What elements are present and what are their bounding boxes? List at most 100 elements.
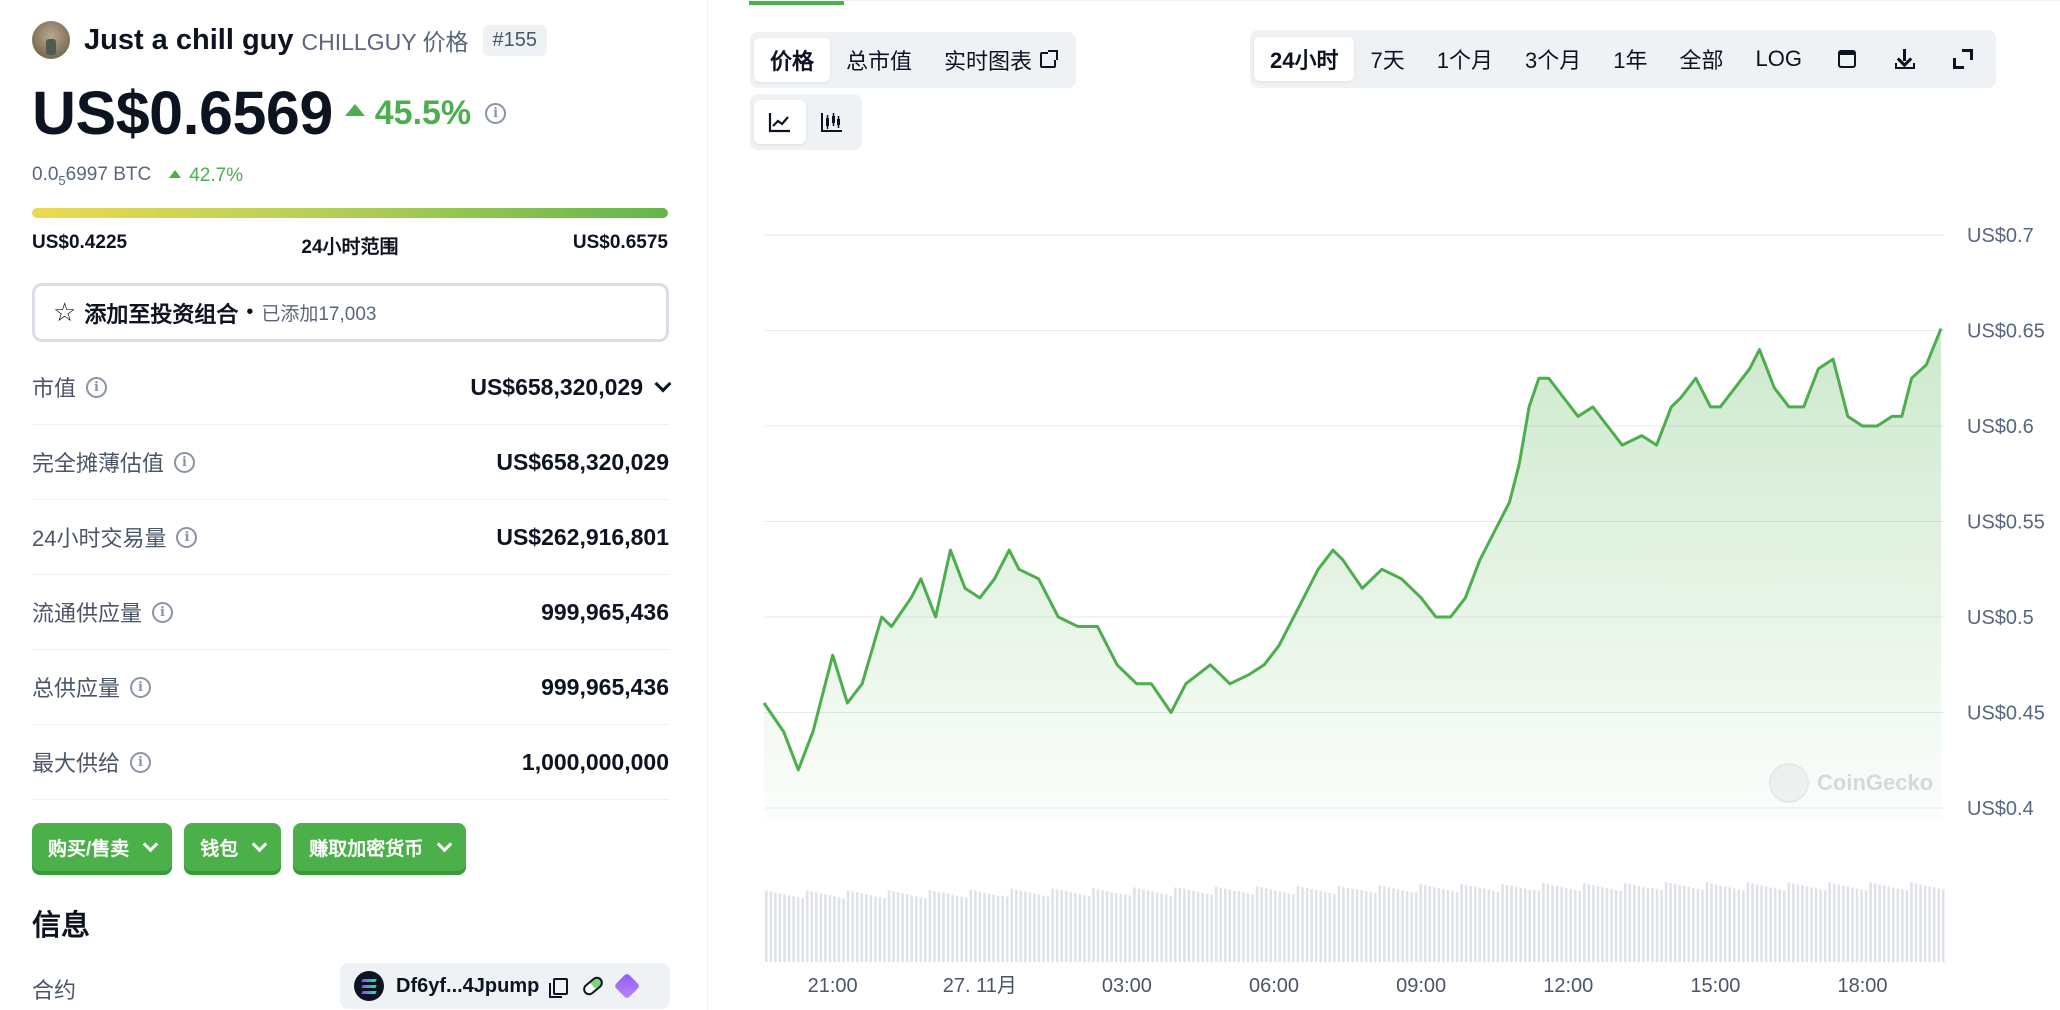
volume-bar bbox=[1582, 883, 1586, 962]
info-icon[interactable]: i bbox=[130, 676, 152, 698]
chart-panel: 价格 总市值 实时图表 24小时 7天 1个月 3个月 1年 全部 LOG bbox=[709, 0, 2060, 1010]
volume-bar bbox=[1832, 883, 1836, 962]
stat-row-market-cap[interactable]: 市值 i US$658,320,029 bbox=[32, 350, 672, 425]
stat-value: US$262,916,801 bbox=[496, 523, 669, 550]
price-change-value: 45.5% bbox=[374, 93, 472, 132]
earn-crypto-button[interactable]: 赚取加密货币 bbox=[293, 823, 467, 871]
info-icon[interactable]: i bbox=[130, 751, 152, 773]
range-7d[interactable]: 7天 bbox=[1370, 48, 1405, 73]
gem-icon[interactable] bbox=[614, 972, 641, 1000]
volume-bar bbox=[1542, 883, 1545, 962]
volume-bar bbox=[1678, 885, 1682, 962]
volume-bar bbox=[1837, 884, 1841, 962]
info-icon[interactable]: i bbox=[485, 102, 507, 124]
tab-live-chart[interactable]: 实时图表 bbox=[928, 38, 1072, 82]
volume-bar bbox=[1355, 889, 1359, 962]
price-row: US$0.6569 45.5% i bbox=[32, 78, 507, 148]
volume-bar bbox=[1405, 891, 1409, 962]
volume-bar bbox=[1755, 884, 1759, 962]
tab-underline bbox=[749, 0, 2060, 6]
portfolio-label: 添加至投资组合 bbox=[84, 301, 239, 327]
range-all[interactable]: 全部 bbox=[1679, 48, 1724, 73]
buy-sell-button[interactable]: 购买/售卖 bbox=[32, 823, 173, 871]
range-log[interactable]: LOG bbox=[1755, 46, 1802, 71]
volume-bar bbox=[910, 895, 914, 962]
volume-bar bbox=[851, 891, 854, 962]
info-icon[interactable]: i bbox=[174, 451, 196, 473]
volume-bar bbox=[1792, 883, 1795, 962]
line-chart-button[interactable] bbox=[754, 100, 806, 144]
volume-bar bbox=[1828, 882, 1831, 962]
candlestick-chart-button[interactable] bbox=[806, 100, 858, 144]
price-range-bar bbox=[32, 208, 668, 218]
volume-bar bbox=[1810, 887, 1813, 962]
calendar-button[interactable] bbox=[1818, 37, 1876, 81]
y-tick-label: US$0.7 bbox=[1967, 225, 2034, 247]
volume-bar bbox=[1573, 890, 1577, 962]
copy-icon[interactable] bbox=[549, 977, 569, 998]
volume-bar bbox=[1001, 895, 1004, 962]
volume-bar bbox=[1101, 890, 1104, 962]
volume-bar bbox=[1051, 888, 1054, 962]
volume-bar bbox=[887, 890, 891, 962]
volume-bar bbox=[924, 898, 927, 962]
volume-bar bbox=[974, 890, 977, 962]
info-icon[interactable]: i bbox=[176, 526, 198, 548]
volume-bar bbox=[1296, 885, 1300, 962]
volume-bar bbox=[983, 892, 986, 962]
volume-bar bbox=[1778, 889, 1782, 962]
btc-price: 0.056997 BTC bbox=[32, 164, 152, 188]
volume-bar bbox=[1219, 887, 1223, 962]
volume-bar bbox=[1505, 884, 1509, 962]
range-1y[interactable]: 1年 bbox=[1613, 48, 1648, 73]
range-24h[interactable]: 24小时 bbox=[1254, 37, 1355, 81]
range-1m[interactable]: 1个月 bbox=[1436, 48, 1493, 73]
btc-price-row: 0.056997 BTC 42.7% bbox=[32, 164, 243, 188]
range-3m[interactable]: 3个月 bbox=[1524, 48, 1582, 73]
info-icon[interactable]: i bbox=[152, 601, 174, 623]
chevron-down-icon[interactable] bbox=[654, 375, 672, 393]
volume-bar bbox=[1655, 889, 1659, 962]
volume-bar bbox=[1310, 888, 1313, 962]
download-button[interactable] bbox=[1876, 37, 1934, 81]
chevron-down-icon bbox=[143, 836, 159, 852]
volume-bar bbox=[1351, 888, 1354, 962]
add-to-portfolio-button[interactable]: ☆ 添加至投资组合 • 已添加17,003 bbox=[32, 283, 669, 342]
volume-bar bbox=[1087, 896, 1091, 962]
volume-bar bbox=[792, 896, 795, 962]
volume-bar bbox=[1392, 888, 1395, 962]
volume-bar bbox=[1060, 890, 1063, 962]
volume-bar bbox=[1646, 888, 1650, 962]
fullscreen-button[interactable] bbox=[1934, 37, 1992, 81]
calendar-icon bbox=[1837, 50, 1856, 68]
contract-address-pill[interactable]: Df6yf...4Jpump bbox=[340, 963, 670, 1009]
volume-bar bbox=[765, 890, 768, 962]
volume-bar bbox=[1464, 885, 1468, 962]
volume-bar bbox=[1228, 889, 1232, 962]
tab-market-cap[interactable]: 总市值 bbox=[846, 49, 913, 74]
pill-icon[interactable] bbox=[581, 974, 606, 998]
range-low: US$0.4225 bbox=[32, 232, 128, 253]
volume-bar bbox=[1401, 890, 1404, 962]
volume-bar bbox=[1455, 892, 1459, 962]
volume-bar bbox=[1601, 887, 1604, 962]
price-chart[interactable]: US$0.4 US$0.45 US$0.5 US$0.55 US$0.6 US$0.65 U… bbox=[709, 0, 2060, 1010]
volume-bar bbox=[955, 895, 959, 962]
volume-bar bbox=[1587, 884, 1591, 962]
info-icon[interactable]: i bbox=[86, 376, 108, 398]
tab-price[interactable]: 价格 bbox=[754, 38, 831, 82]
volume-bar bbox=[1501, 883, 1504, 962]
volume-bar bbox=[1078, 894, 1082, 962]
volume-bar bbox=[1723, 886, 1727, 962]
volume-bar bbox=[774, 892, 777, 962]
volume-bar bbox=[1642, 887, 1645, 962]
volume-bar bbox=[1378, 885, 1382, 962]
volume-bar bbox=[1528, 889, 1532, 962]
volume-bar bbox=[1360, 890, 1363, 962]
volume-bar bbox=[1369, 892, 1373, 962]
stat-row-fdv: 完全摊薄估值 i US$658,320,029 bbox=[32, 425, 669, 500]
volume-bar bbox=[1719, 885, 1722, 962]
volume-bar bbox=[1046, 896, 1050, 962]
volume-bar bbox=[883, 898, 886, 962]
wallet-button[interactable]: 钱包 bbox=[184, 823, 282, 871]
